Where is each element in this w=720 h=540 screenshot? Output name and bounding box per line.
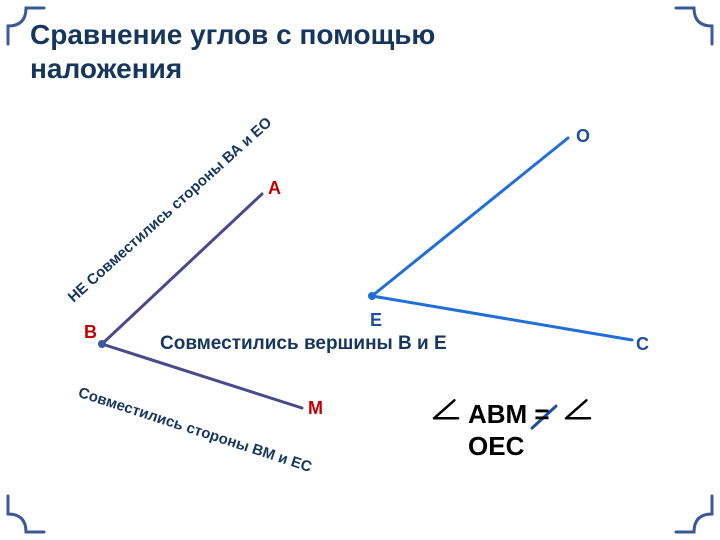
page-title: Сравнение углов с помощью наложения <box>30 18 590 86</box>
equation-line2: ОЕС <box>468 431 524 461</box>
vertex-label-b: В <box>84 322 97 343</box>
slide: { "title": { "text": "Сравнение углов с … <box>0 0 720 540</box>
point-label-c: С <box>636 334 649 355</box>
equation-line1: АВМ = <box>468 399 550 429</box>
label-vertices-matched: Совместились вершины В и Е <box>160 332 480 356</box>
equation-text: АВМ = ОЕС <box>468 398 550 462</box>
point-label-m: М <box>308 398 323 419</box>
point-label-a: А <box>268 178 281 199</box>
point-label-o: О <box>576 126 590 147</box>
vertex-label-e: Е <box>370 310 382 331</box>
